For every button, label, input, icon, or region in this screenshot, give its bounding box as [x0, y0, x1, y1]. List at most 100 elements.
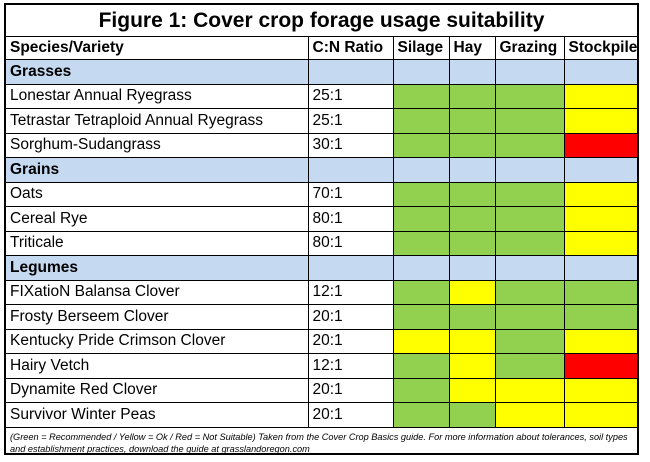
species-cell: Dynamite Red Clover — [6, 377, 309, 403]
stockpile-rating-cell — [563, 206, 637, 232]
species-cell: Kentucky Pride Crimson Clover — [6, 328, 309, 354]
group-empty-cell — [448, 59, 496, 85]
stockpile-rating-cell — [563, 402, 637, 428]
table-row: Dynamite Red Clover 20:1 — [6, 377, 637, 403]
group-empty-cell — [392, 157, 450, 183]
group-empty-cell — [563, 157, 637, 183]
silage-rating-cell — [392, 328, 450, 354]
group-empty-cell — [494, 157, 565, 183]
hay-rating-cell — [448, 181, 496, 207]
cn-ratio-cell: 20:1 — [307, 304, 394, 330]
cn-ratio-cell: 25:1 — [307, 108, 394, 134]
cn-ratio-cell: 80:1 — [307, 206, 394, 232]
stockpile-rating-cell — [563, 279, 637, 305]
stockpile-rating-cell — [563, 230, 637, 256]
grazing-rating-cell — [494, 132, 565, 158]
table-row: Lonestar Annual Ryegrass 25:1 — [6, 83, 637, 109]
hay-rating-cell — [448, 377, 496, 403]
table-row: Cereal Rye 80:1 — [6, 206, 637, 232]
species-cell: Oats — [6, 181, 309, 207]
header-species: Species/Variety — [6, 37, 309, 60]
silage-rating-cell — [392, 304, 450, 330]
cn-ratio-cell: 25:1 — [307, 83, 394, 109]
group-label: Grains — [6, 157, 309, 183]
grazing-rating-cell — [494, 353, 565, 379]
table-row: FIXatioN Balansa Clover 12:1 — [6, 279, 637, 305]
cn-ratio-cell: 70:1 — [307, 181, 394, 207]
species-cell: Tetrastar Tetraploid Annual Ryegrass — [6, 108, 309, 134]
stockpile-rating-cell — [563, 132, 637, 158]
footnote: (Green = Recommended / Yellow = Ok / Red… — [10, 431, 628, 454]
hay-rating-cell — [448, 108, 496, 134]
silage-rating-cell — [392, 181, 450, 207]
cn-ratio-cell: 12:1 — [307, 279, 394, 305]
table-row: Hairy Vetch 12:1 — [6, 353, 637, 379]
silage-rating-cell — [392, 353, 450, 379]
grazing-rating-cell — [494, 304, 565, 330]
species-cell: Cereal Rye — [6, 206, 309, 232]
group-row: Grasses — [6, 59, 637, 85]
table-row: Survivor Winter Peas 20:1 — [6, 402, 637, 428]
header-hay: Hay — [448, 37, 496, 60]
group-row: Legumes — [6, 255, 637, 281]
group-empty-cell — [307, 59, 394, 85]
suitability-table: Species/Variety C:N Ratio Silage Hay Gra… — [6, 37, 637, 428]
header-cn-ratio: C:N Ratio — [307, 37, 394, 60]
header-silage: Silage — [392, 37, 450, 60]
species-cell: Triticale — [6, 230, 309, 256]
hay-rating-cell — [448, 83, 496, 109]
species-cell: Frosty Berseem Clover — [6, 304, 309, 330]
silage-rating-cell — [392, 83, 450, 109]
species-cell: Sorghum-Sudangrass — [6, 132, 309, 158]
silage-rating-cell — [392, 206, 450, 232]
hay-rating-cell — [448, 230, 496, 256]
group-label: Legumes — [6, 255, 309, 281]
hay-rating-cell — [448, 328, 496, 354]
silage-rating-cell — [392, 108, 450, 134]
stockpile-rating-cell — [563, 83, 637, 109]
group-empty-cell — [448, 157, 496, 183]
grazing-rating-cell — [494, 108, 565, 134]
grazing-rating-cell — [494, 279, 565, 305]
cn-ratio-cell: 12:1 — [307, 353, 394, 379]
group-row: Grains — [6, 157, 637, 183]
group-label: Grasses — [6, 59, 309, 85]
group-empty-cell — [307, 157, 394, 183]
species-cell: Hairy Vetch — [6, 353, 309, 379]
silage-rating-cell — [392, 279, 450, 305]
grazing-rating-cell — [494, 181, 565, 207]
grazing-rating-cell — [494, 206, 565, 232]
silage-rating-cell — [392, 230, 450, 256]
header-grazing: Grazing — [494, 37, 565, 60]
group-empty-cell — [307, 255, 394, 281]
species-cell: FIXatioN Balansa Clover — [6, 279, 309, 305]
grazing-rating-cell — [494, 402, 565, 428]
grazing-rating-cell — [494, 328, 565, 354]
grazing-rating-cell — [494, 83, 565, 109]
grazing-rating-cell — [494, 230, 565, 256]
cn-ratio-cell: 20:1 — [307, 377, 394, 403]
group-empty-cell — [563, 59, 637, 85]
stockpile-rating-cell — [563, 108, 637, 134]
species-cell: Survivor Winter Peas — [6, 402, 309, 428]
group-empty-cell — [563, 255, 637, 281]
table-row: Tetrastar Tetraploid Annual Ryegrass 25:1 — [6, 108, 637, 134]
cn-ratio-cell: 80:1 — [307, 230, 394, 256]
grazing-rating-cell — [494, 377, 565, 403]
table-row: Kentucky Pride Crimson Clover 20:1 — [6, 328, 637, 354]
cn-ratio-cell: 30:1 — [307, 132, 394, 158]
stockpile-rating-cell — [563, 328, 637, 354]
stockpile-rating-cell — [563, 304, 637, 330]
header-stockpile: Stockpile — [563, 37, 637, 60]
group-empty-cell — [494, 255, 565, 281]
hay-rating-cell — [448, 206, 496, 232]
table-row: Frosty Berseem Clover 20:1 — [6, 304, 637, 330]
species-cell: Lonestar Annual Ryegrass — [6, 83, 309, 109]
header-row: Species/Variety C:N Ratio Silage Hay Gra… — [6, 37, 637, 60]
figure-frame: Figure 1: Cover crop forage usage suitab… — [4, 3, 639, 455]
group-empty-cell — [392, 59, 450, 85]
silage-rating-cell — [392, 377, 450, 403]
hay-rating-cell — [448, 402, 496, 428]
table-row: Oats 70:1 — [6, 181, 637, 207]
table-body: Grasses Lonestar Annual Ryegrass 25:1 Tetra… — [6, 59, 637, 428]
